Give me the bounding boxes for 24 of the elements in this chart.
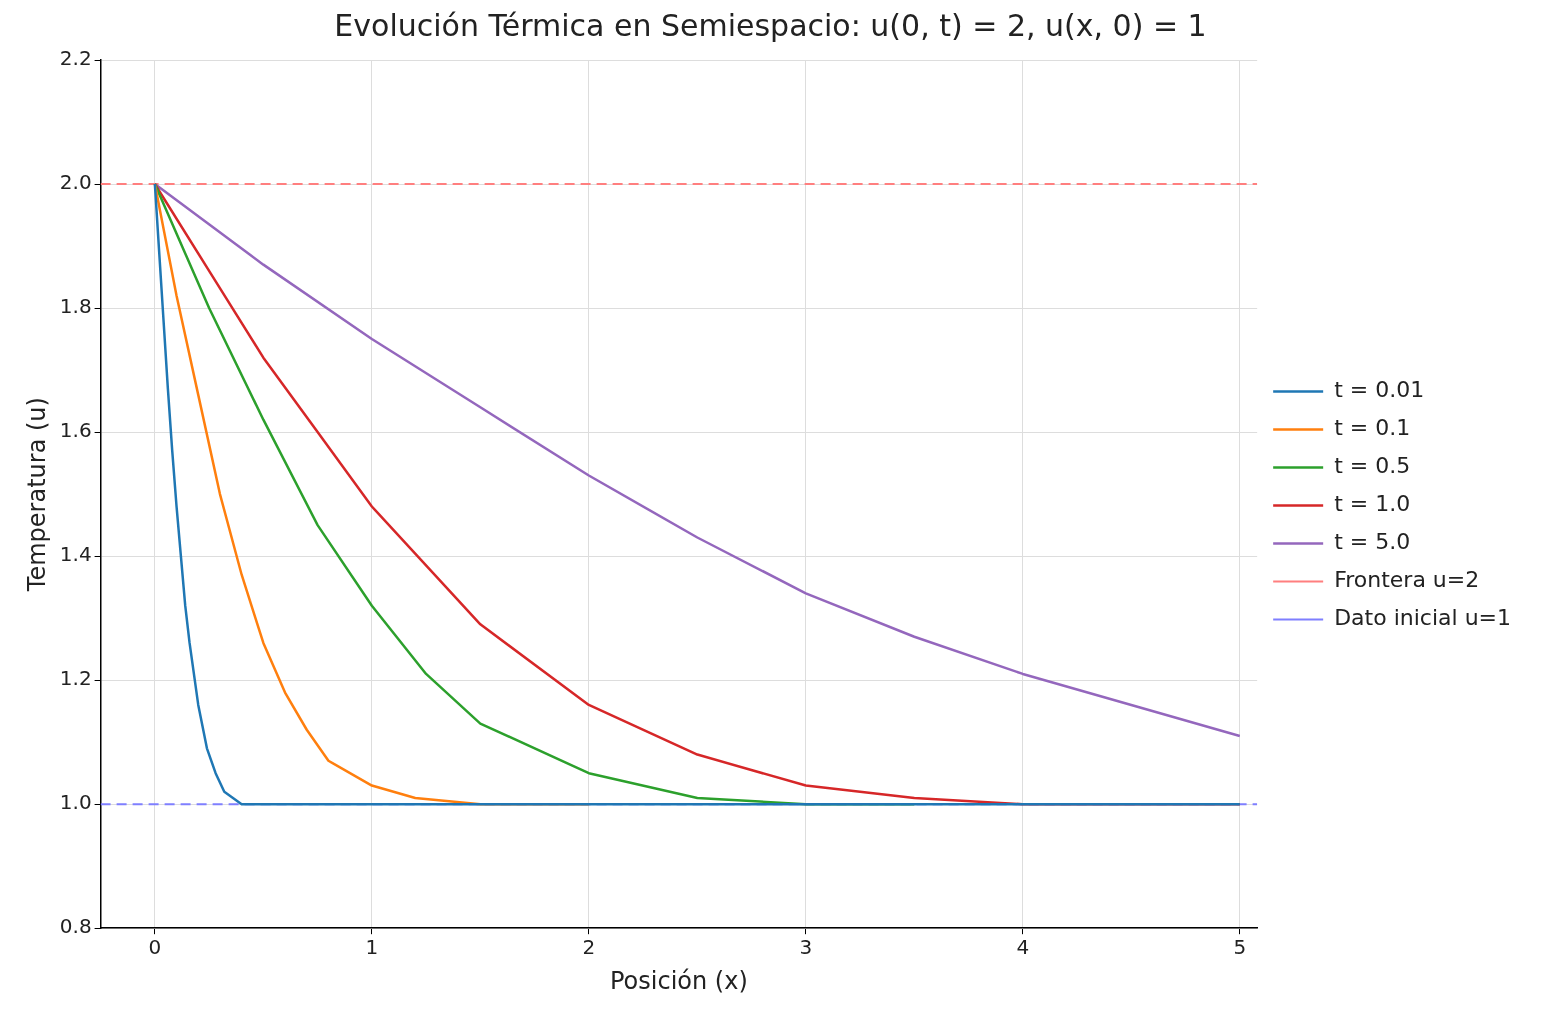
y-axis-title: Temperatura (u): [22, 397, 51, 593]
x-axis-title: Posición (x): [609, 966, 748, 995]
legend-label: t = 0.1: [1334, 415, 1411, 441]
legend-label: Dato inicial u=1: [1334, 605, 1512, 631]
x-tick-label: 0: [148, 935, 162, 960]
y-tick-label: 2.0: [59, 170, 92, 195]
x-tick-label: 1: [365, 935, 379, 960]
legend-label: Frontera u=2: [1334, 567, 1480, 593]
x-tick-label: 4: [1016, 935, 1030, 960]
legend-label: t = 5.0: [1334, 529, 1411, 555]
y-tick-label: 0.8: [59, 914, 92, 939]
x-tick-label: 3: [799, 935, 813, 960]
x-tick-label: 2: [582, 935, 596, 960]
y-tick-label: 1.0: [59, 790, 92, 815]
y-tick-label: 2.2: [59, 46, 92, 71]
y-tick-label: 1.8: [59, 294, 92, 319]
y-tick-label: 1.2: [59, 666, 92, 691]
legend-label: t = 0.01: [1334, 377, 1425, 403]
legend-label: t = 0.5: [1334, 453, 1411, 479]
y-tick-label: 1.6: [59, 418, 92, 443]
y-tick-label: 1.4: [59, 542, 92, 567]
x-tick-label: 5: [1233, 935, 1247, 960]
legend-label: t = 1.0: [1334, 491, 1411, 517]
chart-title: Evolución Térmica en Semiespacio: u(0, t) = 2, u(x, 0) = 1: [334, 7, 1207, 43]
